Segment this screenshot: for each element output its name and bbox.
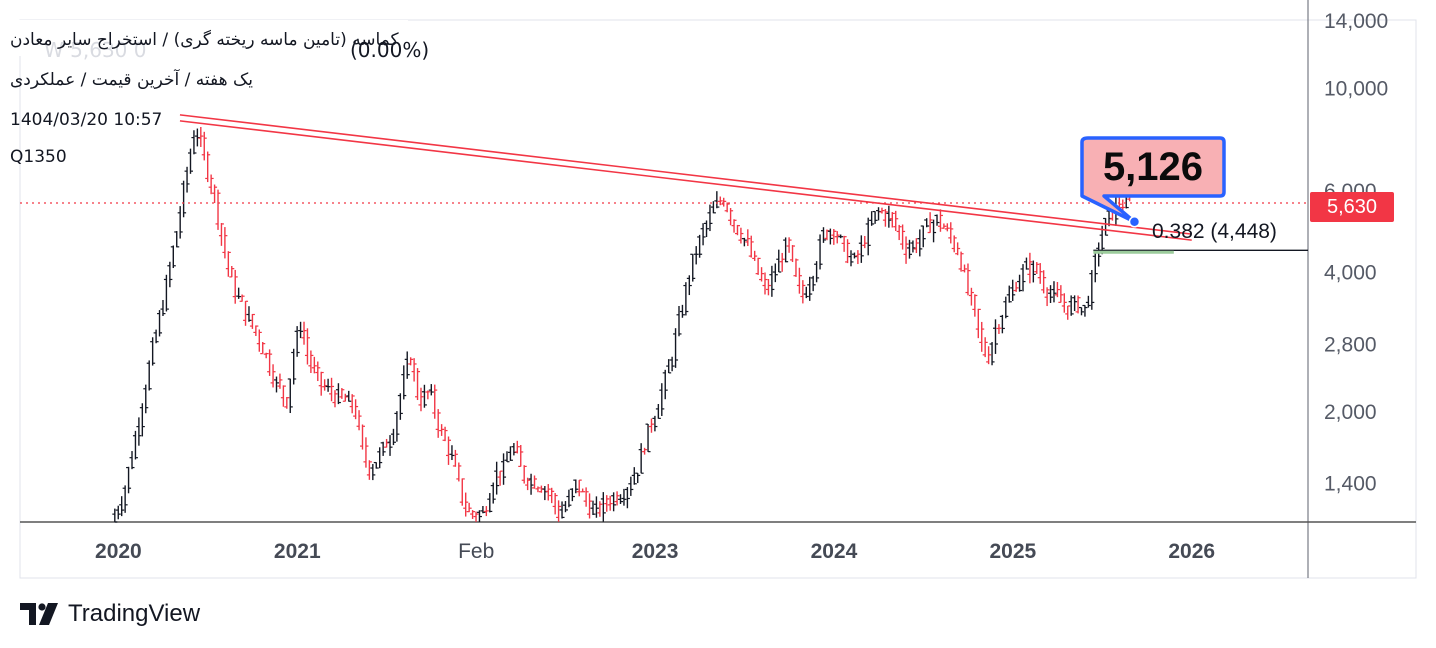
fib-level-label: 0.382 (4,448)	[1152, 220, 1277, 243]
brand[interactable]: TradingView	[20, 598, 200, 630]
candles-layer	[112, 127, 1133, 523]
symbol-code: Q1350	[10, 147, 67, 167]
legend-ghost-price: W 5,630 0	[44, 38, 147, 62]
price-tick-label: 4,000	[1324, 262, 1377, 285]
trendline-lower	[179, 120, 1192, 241]
chart-border	[19, 19, 1417, 579]
callout-anchor-dot	[1128, 216, 1141, 228]
price-tick-label: 14,000	[1324, 10, 1388, 33]
time-tick-label: 2026	[1168, 540, 1215, 563]
price-tick-label: 2,000	[1324, 401, 1377, 424]
symbol-title: کماسه (تامین ماسه ریخته گری) / استخراج س…	[10, 30, 399, 50]
chart-frame	[19, 0, 1417, 579]
tradingview-logo-icon	[20, 603, 58, 625]
callout-box	[1080, 136, 1226, 224]
callout-layer	[1080, 136, 1226, 228]
brand-name: TradingView	[68, 600, 201, 627]
price-tick-label: 10,000	[1324, 78, 1388, 101]
last-price-tag: 5,630	[1310, 192, 1394, 222]
time-tick-label: 2023	[632, 540, 679, 563]
chart-subtitle: یک هفته / آخرین قیمت / عملکردی	[10, 70, 253, 90]
axes-layer: 1,4002,0002,8004,0006,00010,00014,000202…	[95, 10, 1388, 563]
drawings-layer	[20, 114, 1308, 254]
price-tick-label: 2,800	[1324, 333, 1377, 356]
time-tick-label: 2021	[274, 540, 321, 563]
time-tick-label: 2025	[989, 540, 1036, 563]
chart-datetime: 1404/03/20 10:57	[10, 110, 163, 130]
time-tick-label: 2024	[811, 540, 858, 563]
legend-background	[4, 20, 408, 56]
callout-value: 5,126	[1102, 145, 1204, 189]
price-tick-label: 1,400	[1324, 472, 1377, 495]
time-tick-label: 2020	[95, 540, 142, 563]
price-change: (0.00%)	[350, 38, 430, 62]
trendline-upper	[179, 114, 1192, 235]
time-tick-label: Feb	[458, 540, 494, 563]
